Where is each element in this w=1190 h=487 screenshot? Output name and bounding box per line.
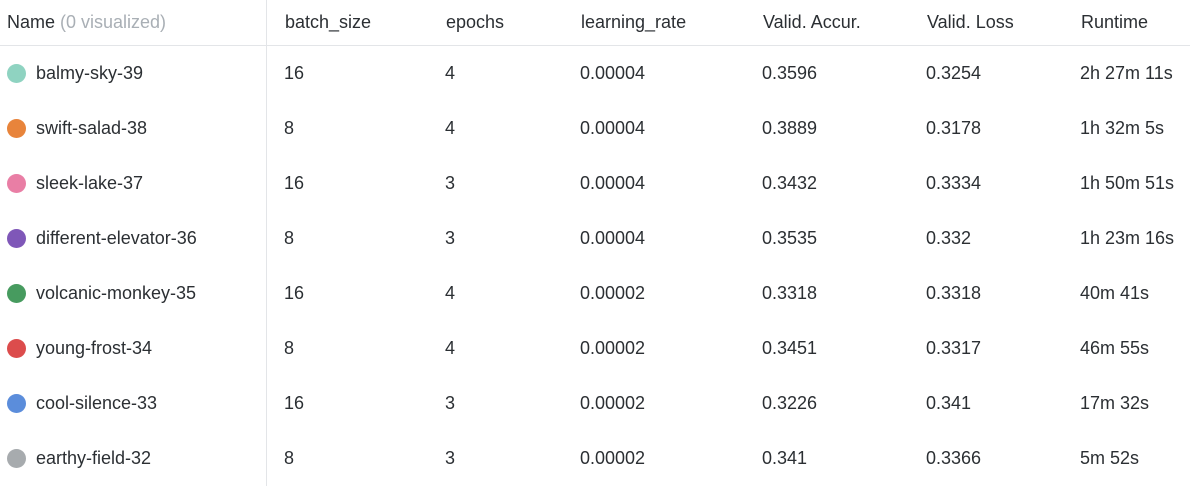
column-header-valid-accuracy[interactable]: Valid. Accur. — [763, 12, 861, 32]
column-header-batch-size[interactable]: batch_size — [285, 12, 372, 32]
cell-batch-size: 16 — [284, 63, 305, 83]
cell-runtime: 2h 27m 11s — [1080, 63, 1173, 83]
cell-learning-rate: 0.00004 — [580, 118, 646, 138]
column-header-epochs[interactable]: epochs — [446, 12, 505, 32]
run-name[interactable]: balmy-sky-39 — [36, 63, 144, 83]
cell-batch-size: 8 — [284, 228, 295, 248]
cell-batch-size: 8 — [284, 338, 295, 358]
cell-learning-rate: 0.00002 — [580, 393, 646, 413]
run-name[interactable]: different-elevator-36 — [36, 228, 197, 248]
cell-runtime: 1h 23m 16s — [1080, 228, 1175, 248]
cell-valid-accuracy: 0.3889 — [762, 118, 818, 138]
cell-valid-loss: 0.3317 — [926, 338, 982, 358]
run-name-cell[interactable]: balmy-sky-39 — [0, 46, 267, 101]
run-color-dot-icon[interactable] — [7, 119, 26, 138]
run-name[interactable]: young-frost-34 — [36, 338, 153, 358]
run-name-cell[interactable]: earthy-field-32 — [0, 431, 267, 486]
run-color-dot-icon[interactable] — [7, 174, 26, 193]
cell-batch-size: 16 — [284, 173, 305, 193]
cell-epochs: 3 — [445, 173, 456, 193]
table-row[interactable]: different-elevator-36 8 3 0.00004 0.3535… — [0, 211, 1190, 266]
cell-valid-loss: 0.3318 — [926, 283, 982, 303]
cell-valid-accuracy: 0.3596 — [762, 63, 818, 83]
cell-runtime: 5m 52s — [1080, 448, 1140, 468]
cell-valid-accuracy: 0.3318 — [762, 283, 818, 303]
cell-valid-loss: 0.3334 — [926, 173, 982, 193]
cell-learning-rate: 0.00002 — [580, 448, 646, 468]
cell-valid-accuracy: 0.3451 — [762, 338, 818, 358]
cell-runtime: 1h 32m 5s — [1080, 118, 1165, 138]
cell-valid-loss: 0.3366 — [926, 448, 982, 468]
cell-valid-loss: 0.3178 — [926, 118, 982, 138]
run-name-cell[interactable]: cool-silence-33 — [0, 376, 267, 431]
cell-learning-rate: 0.00002 — [580, 283, 646, 303]
run-name-cell[interactable]: swift-salad-38 — [0, 101, 267, 156]
cell-epochs: 4 — [445, 118, 456, 138]
run-name-cell[interactable]: young-frost-34 — [0, 321, 267, 376]
cell-epochs: 4 — [445, 63, 456, 83]
table-header: Name (0 visualized) batch_size epochs le… — [0, 0, 1190, 46]
table-row[interactable]: earthy-field-32 8 3 0.00002 0.341 0.3366… — [0, 431, 1190, 486]
run-color-dot-icon[interactable] — [7, 64, 26, 83]
cell-valid-loss: 0.341 — [926, 393, 972, 413]
cell-valid-accuracy: 0.3226 — [762, 393, 818, 413]
run-color-dot-icon[interactable] — [7, 394, 26, 413]
run-name[interactable]: earthy-field-32 — [36, 448, 152, 468]
column-header-name-label: Name — [7, 12, 56, 32]
cell-batch-size: 8 — [284, 118, 295, 138]
run-color-dot-icon[interactable] — [7, 229, 26, 248]
cell-valid-loss: 0.3254 — [926, 63, 982, 83]
table-row[interactable]: balmy-sky-39 16 4 0.00004 0.3596 0.3254 … — [0, 46, 1190, 101]
cell-runtime: 40m 41s — [1080, 283, 1150, 303]
cell-learning-rate: 0.00004 — [580, 173, 646, 193]
cell-valid-loss: 0.332 — [926, 228, 972, 248]
cell-epochs: 3 — [445, 393, 456, 413]
run-color-dot-icon[interactable] — [7, 284, 26, 303]
table-row[interactable]: swift-salad-38 8 4 0.00004 0.3889 0.3178… — [0, 101, 1190, 156]
cell-batch-size: 8 — [284, 448, 295, 468]
column-header-valid-loss[interactable]: Valid. Loss — [927, 12, 1014, 32]
run-color-dot-icon[interactable] — [7, 449, 26, 468]
run-name[interactable]: cool-silence-33 — [36, 393, 158, 413]
run-name-cell[interactable]: sleek-lake-37 — [0, 156, 267, 211]
run-name-cell[interactable]: volcanic-monkey-35 — [0, 266, 267, 321]
column-header-name[interactable]: Name (0 visualized) — [0, 0, 267, 45]
cell-valid-accuracy: 0.3432 — [762, 173, 818, 193]
cell-learning-rate: 0.00002 — [580, 338, 646, 358]
column-header-runtime[interactable]: Runtime — [1081, 12, 1149, 32]
table-row[interactable]: volcanic-monkey-35 16 4 0.00002 0.3318 0… — [0, 266, 1190, 321]
cell-epochs: 3 — [445, 448, 456, 468]
table-row[interactable]: cool-silence-33 16 3 0.00002 0.3226 0.34… — [0, 376, 1190, 431]
cell-batch-size: 16 — [284, 393, 305, 413]
cell-epochs: 4 — [445, 338, 456, 358]
cell-learning-rate: 0.00004 — [580, 228, 646, 248]
table-row[interactable]: young-frost-34 8 4 0.00002 0.3451 0.3317… — [0, 321, 1190, 376]
cell-epochs: 3 — [445, 228, 456, 248]
cell-runtime: 46m 55s — [1080, 338, 1150, 358]
cell-learning-rate: 0.00004 — [580, 63, 646, 83]
table-row[interactable]: sleek-lake-37 16 3 0.00004 0.3432 0.3334… — [0, 156, 1190, 211]
cell-valid-accuracy: 0.341 — [762, 448, 808, 468]
run-color-dot-icon[interactable] — [7, 339, 26, 358]
cell-epochs: 4 — [445, 283, 456, 303]
run-name[interactable]: volcanic-monkey-35 — [36, 283, 197, 303]
run-name-cell[interactable]: different-elevator-36 — [0, 211, 267, 266]
cell-runtime: 17m 32s — [1080, 393, 1150, 413]
run-name[interactable]: sleek-lake-37 — [36, 173, 144, 193]
run-name[interactable]: swift-salad-38 — [36, 118, 148, 138]
cell-batch-size: 16 — [284, 283, 305, 303]
table-body: balmy-sky-39 16 4 0.00004 0.3596 0.3254 … — [0, 46, 1190, 486]
visualized-count: (0 visualized) — [60, 12, 167, 32]
column-header-learning-rate[interactable]: learning_rate — [581, 12, 687, 32]
cell-valid-accuracy: 0.3535 — [762, 228, 818, 248]
cell-runtime: 1h 50m 51s — [1080, 173, 1175, 193]
